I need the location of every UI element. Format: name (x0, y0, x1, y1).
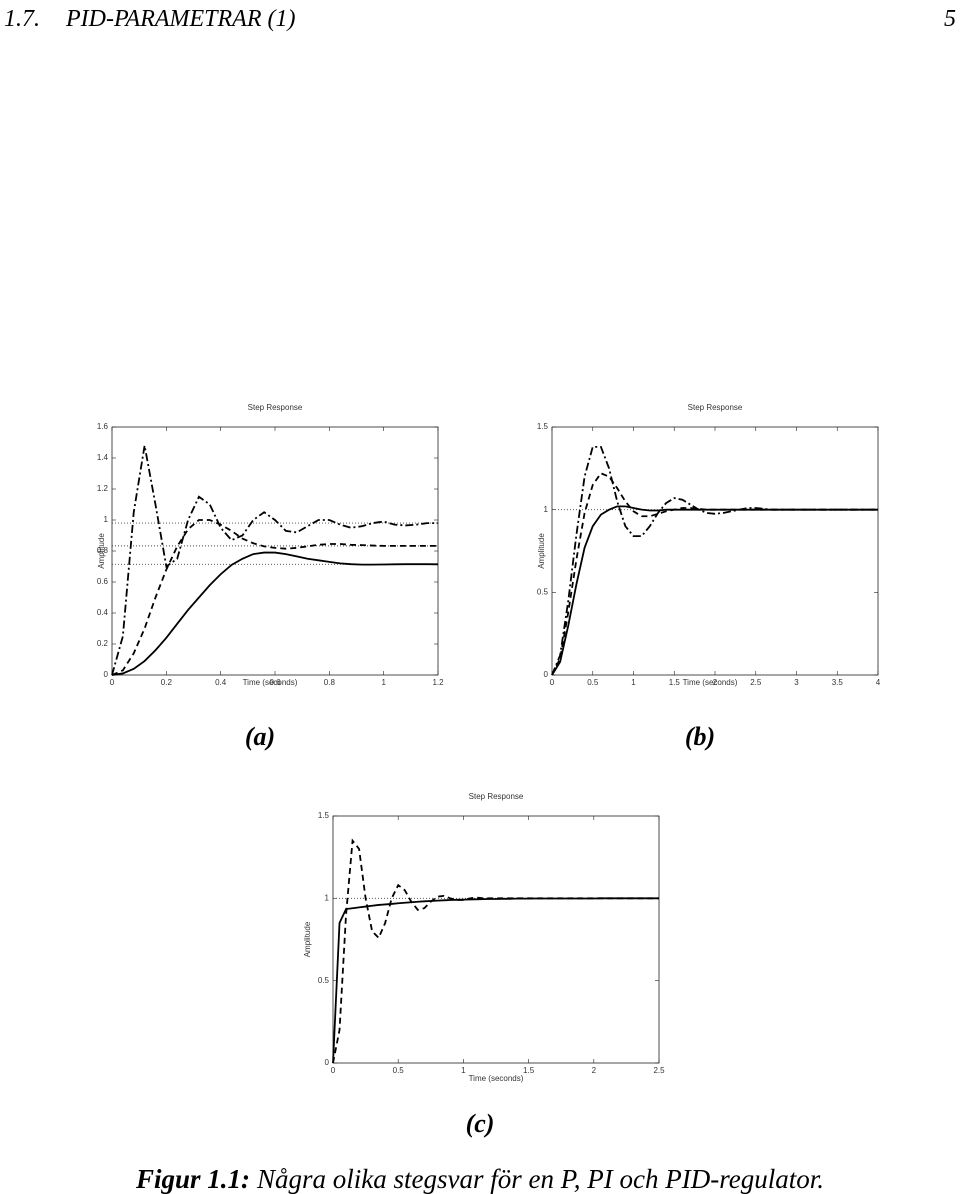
series-line (551, 445, 878, 676)
panel-label: (a) (245, 722, 275, 751)
y-tick-label: 0 (325, 1058, 330, 1067)
series-line (111, 551, 439, 676)
plot-frame (332, 815, 660, 1064)
x-tick-label: 1 (381, 678, 386, 687)
x-tick-label: 2 (713, 678, 718, 687)
series-line (332, 897, 659, 1064)
y-tick-label: 0.2 (97, 639, 109, 648)
y-tick-label: 0 (544, 670, 549, 679)
chart: Step Response Time (seconds) Amplitude 0 0.5… (537, 403, 881, 751)
x-axis-label: Time (seconds) (243, 678, 298, 687)
x-tick-label: 1 (631, 678, 636, 687)
y-tick-label: 0.6 (97, 577, 109, 586)
x-tick-label: 0.5 (587, 678, 599, 687)
y-tick-label: 1.5 (318, 811, 330, 820)
x-tick-label: 1.5 (669, 678, 681, 687)
x-tick-label: 0.5 (393, 1066, 405, 1075)
chart: Step Response Time (seconds) Amplitude 0 0.2… (97, 403, 444, 751)
y-axis-label: Amplitude (303, 921, 312, 957)
plot-frame (111, 426, 439, 676)
y-tick-label: 0 (104, 670, 109, 679)
y-tick-label: 0.4 (97, 608, 109, 617)
x-tick-label: 0.4 (215, 678, 227, 687)
chart: Step Response Time (seconds) Amplitude 0 0.5… (303, 792, 665, 1138)
panel-label: (c) (466, 1109, 495, 1138)
chart-title: Step Response (688, 403, 743, 412)
x-tick-label: 1.5 (523, 1066, 535, 1075)
plot-frame (551, 426, 879, 676)
y-tick-label: 1.2 (97, 484, 109, 493)
y-tick-label: 1 (104, 515, 109, 524)
y-tick-label: 0.5 (537, 587, 549, 596)
x-tick-label: 2.5 (653, 1066, 665, 1075)
x-tick-label: 4 (876, 678, 881, 687)
panel-label: (b) (685, 722, 715, 751)
chart-title: Step Response (469, 792, 524, 801)
x-tick-label: 0.6 (269, 678, 281, 687)
x-tick-label: 0.2 (161, 678, 173, 687)
x-tick-label: 0 (550, 678, 555, 687)
y-tick-label: 1.6 (97, 422, 109, 431)
section-title: PID-PARAMETRAR (1) (65, 6, 296, 32)
series-line (332, 838, 659, 1064)
caption: Figur 1.1: Några olika stegsvar för en P,… (135, 1164, 824, 1194)
page-number: 5 (944, 6, 956, 32)
x-tick-label: 3.5 (832, 678, 844, 687)
caption-label: Figur 1.1: (135, 1164, 250, 1194)
x-tick-label: 2.5 (750, 678, 762, 687)
x-tick-label: 0.8 (324, 678, 336, 687)
x-tick-label: 3 (794, 678, 799, 687)
y-tick-label: 0.5 (318, 976, 330, 985)
x-tick-label: 0 (331, 1066, 336, 1075)
x-tick-label: 1.2 (432, 678, 444, 687)
series-line (111, 445, 438, 676)
y-tick-label: 1 (325, 893, 330, 902)
x-tick-label: 2 (592, 1066, 597, 1075)
x-tick-label: 0 (110, 678, 115, 687)
y-tick-label: 0.8 (97, 546, 109, 555)
series-line (111, 519, 438, 676)
x-axis-label: Time (seconds) (683, 678, 738, 687)
section-number: 1.7. (4, 6, 40, 32)
y-axis-label: Amplitude (97, 533, 106, 569)
x-axis-label: Time (seconds) (469, 1074, 524, 1083)
chart-title: Step Response (248, 403, 303, 412)
caption-text: Några olika stegsvar för en P, PI och PI… (256, 1164, 824, 1194)
y-tick-label: 1.4 (97, 453, 109, 462)
x-tick-label: 1 (461, 1066, 466, 1075)
y-axis-label: Amplitude (537, 533, 546, 569)
y-tick-label: 1.5 (537, 422, 549, 431)
y-tick-label: 1 (544, 505, 549, 514)
